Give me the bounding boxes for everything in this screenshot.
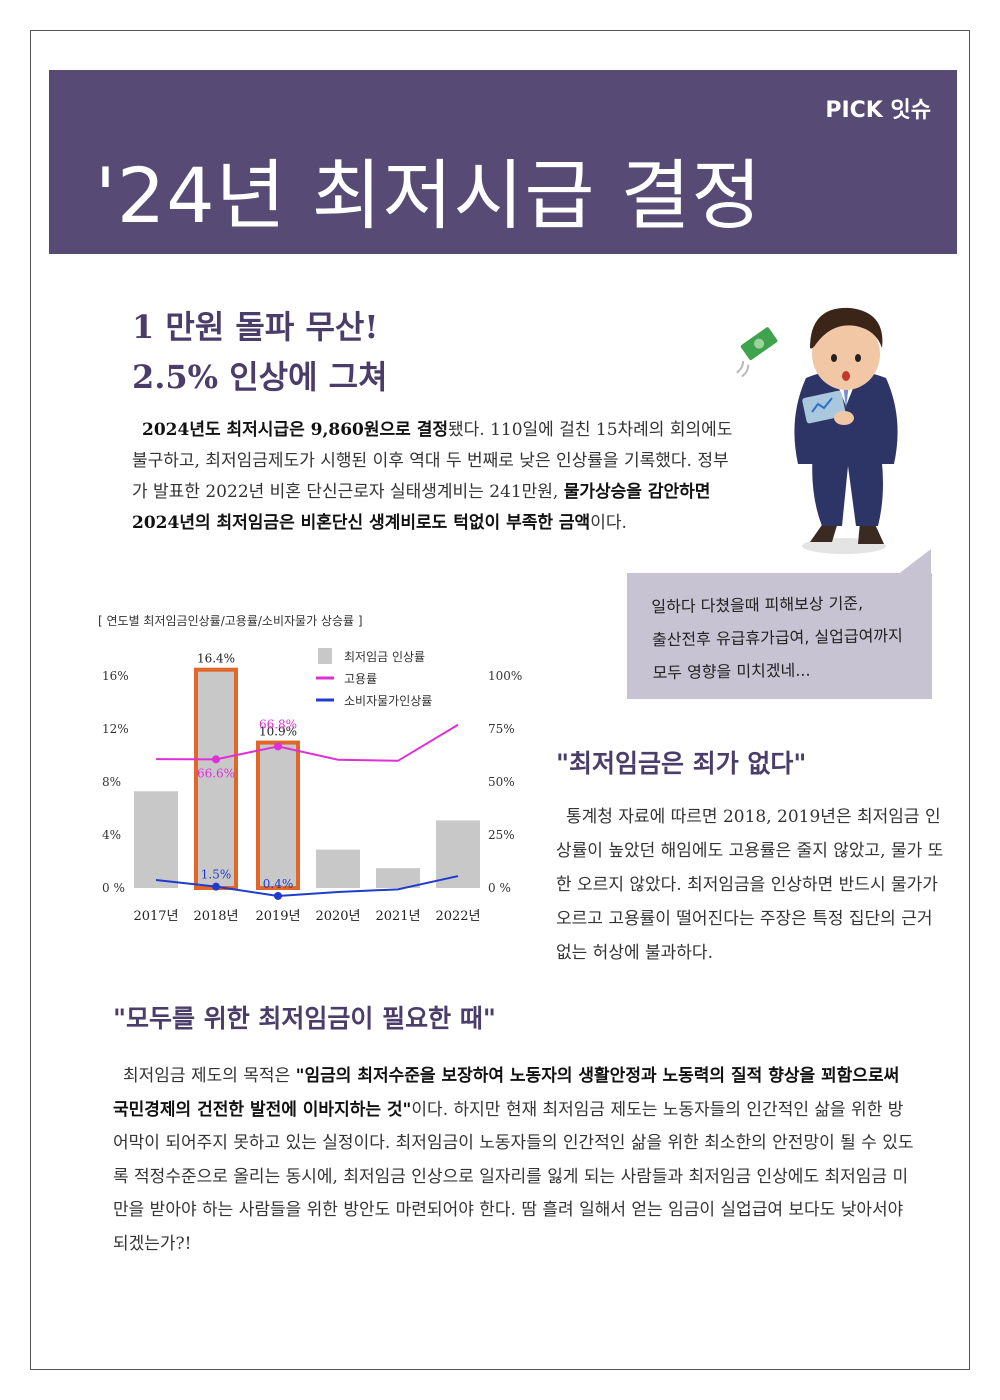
page-title: '24년 최저시급 결정 [95, 151, 763, 240]
legend-swatch [318, 648, 332, 664]
section3-bold-1: "임금의 최저수준을 보장하여 노동자의 생활안정과 노동력의 질적 향상을 꾀… [113, 1066, 900, 1120]
intro-paragraph: 2024년도 최저시급은 9,860원으로 결정됐다. 110일에 걸친 15차… [132, 415, 738, 539]
intro-text-2: 이다. [590, 513, 627, 533]
section2-title: "최저임금은 죄가 없다" [556, 749, 807, 778]
y-right-tick-label: 0 % [488, 881, 511, 895]
data-label: 66.8% [259, 717, 297, 731]
header-banner: PICK 잇슈 '24년 최저시급 결정 [49, 70, 957, 254]
speech-bubble-tail [897, 549, 931, 575]
data-label: 1.5% [201, 868, 232, 882]
line-point [212, 882, 220, 891]
y-left-tick-label: 0 % [102, 881, 125, 895]
x-tick-label: 2021년 [375, 909, 420, 924]
chart: 16% 12% 8% 4% 0 % 100% 75% 50% 25% 0 % 2017년 2018년 2… [102, 648, 522, 924]
y-left-tick-label: 8% [102, 775, 121, 789]
section3-title: "모두를 위한 최저임금이 필요한 때" [113, 1004, 496, 1033]
y-right-tick-label: 25% [488, 828, 515, 842]
speech-line-2: 출산전후 유급휴가급여, 실업급여까지 [651, 626, 903, 650]
page-border [30, 30, 970, 1370]
line-series [155, 723, 459, 762]
x-tick-label: 2017년 [133, 909, 178, 924]
line-series [155, 875, 459, 897]
legend-label: 고용률 [344, 672, 377, 686]
data-label: 0.4% [263, 877, 294, 891]
y-right-tick-label: 75% [488, 722, 515, 736]
intro-bold-2: 물가상승을 감안하면 2024년의 최저임금은 비혼단신 생계비로도 턱없이 부… [132, 482, 711, 533]
bar [436, 820, 480, 888]
legend-label: 소비자물가인상률 [344, 694, 432, 708]
speech-line-1: 일하다 다쳤을때 피해보상 기준, [651, 593, 864, 617]
section2-body: 통계청 자료에 따르면 2018, 2019년은 최저임금 인상률이 높았던 해… [556, 807, 944, 963]
y-left-tick-label: 16% [102, 669, 129, 683]
section3-body: 최저임금 제도의 목적은 "임금의 최저수준을 보장하여 노동자의 생활안정과 … [113, 1060, 918, 1261]
headline-line1: 1 만원 돌파 무산! [132, 308, 379, 346]
speech-line-3: 모두 영향을 미치겠네... [652, 660, 811, 683]
bar [376, 868, 420, 888]
y-left-tick-label: 4% [102, 828, 121, 842]
headline-line2: 2.5% 인상에 그쳐 [132, 358, 388, 396]
intro-text-1: 됐다. 110일에 걸친 15차례의 회의에도 불구하고, 최저임금제도가 시행… [132, 420, 733, 502]
x-tick-label: 2020년 [315, 909, 360, 924]
speech-bubble [627, 573, 932, 699]
section3-text-2: 이다. 하지만 현재 최저임금 제도는 노동자들의 인간적인 삶을 위한 방어막… [113, 1099, 914, 1254]
legend-label: 최저임금 인상률 [344, 650, 425, 664]
data-label: 66.6% [197, 766, 235, 780]
bar [316, 849, 360, 888]
pick-label: PICK 잇슈 [825, 98, 931, 123]
y-right-tick-label: 50% [488, 775, 515, 789]
y-right-tick-label: 100% [488, 669, 522, 683]
money-icon [736, 327, 778, 378]
speech-bubble-text: 일하다 다쳤을때 피해보상 기준, 출산전후 유급휴가급여, 실업급여까지 모두… [651, 586, 928, 690]
line-point [274, 742, 282, 751]
line-point [212, 755, 220, 764]
x-tick-label: 2019년 [255, 909, 300, 924]
chart-title: [ 연도별 최저임금인상률/고용률/소비자물가 상승률 ] [98, 614, 363, 628]
bar [134, 791, 178, 888]
x-tick-label: 2022년 [435, 909, 480, 924]
section3-text-1: 최저임금 제도의 목적은 [123, 1066, 296, 1086]
businessman-illustration [736, 307, 898, 554]
bar [256, 743, 300, 888]
data-label: 16.4% [197, 652, 235, 666]
bar [194, 670, 238, 888]
y-left-tick-label: 12% [102, 722, 129, 736]
intro-bold-1: 2024년도 최저시급은 9,860원으로 결정 [142, 420, 448, 440]
line-point [274, 891, 282, 900]
data-label: 10.9% [259, 725, 297, 739]
x-tick-label: 2018년 [193, 909, 238, 924]
